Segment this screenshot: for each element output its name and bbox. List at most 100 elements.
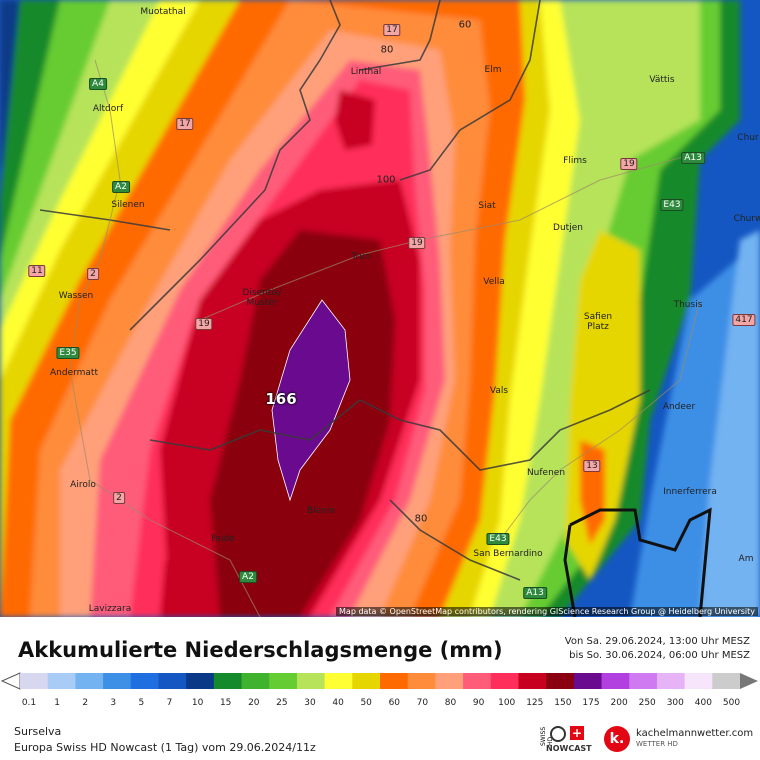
route-shield: 19: [620, 158, 638, 170]
scale-swatch: [573, 673, 603, 689]
map-attribution: Map data © OpenStreetMap contributors, r…: [336, 607, 758, 616]
scale-swatch: [324, 673, 353, 689]
region-name: Surselva: [14, 725, 62, 738]
isoline-value-label: 80: [380, 44, 394, 56]
route-shield: A4: [89, 78, 107, 90]
scale-swatch: [712, 673, 741, 689]
route-shield: A2: [112, 181, 130, 193]
scale-swatch: [130, 673, 159, 689]
search-icon: [550, 726, 566, 742]
place-label: Innerferrera: [663, 487, 717, 497]
scale-swatch: [656, 673, 686, 689]
scale-swatch: [546, 673, 575, 689]
scale-arrow-low: [0, 672, 21, 690]
place-label: Muotathal: [140, 7, 186, 17]
scale-arrow-high: [740, 673, 758, 689]
route-shield: E43: [660, 199, 684, 211]
place-label: Faido: [211, 534, 235, 544]
period-to: bis So. 30.06.2024, 06:00 Uhr MESZ: [569, 650, 750, 661]
scale-swatch: [103, 673, 132, 689]
route-shield: 417: [732, 314, 756, 326]
route-shield: A2: [239, 571, 257, 583]
place-label: Linthal: [350, 67, 382, 77]
place-label: Safien Platz: [583, 312, 613, 332]
period-from: Von Sa. 29.06.2024, 13:00 Uhr MESZ: [564, 636, 750, 647]
place-label: Vättis: [649, 75, 675, 85]
scale-tick-label: 5: [138, 698, 145, 708]
scale-tick-label: 2: [82, 698, 89, 708]
place-label: Altdorf: [92, 104, 124, 114]
scale-swatch: [158, 673, 187, 689]
color-scale-bar: [0, 672, 758, 690]
scale-tick-label: 250: [638, 698, 656, 708]
scale-tick-label: 15: [219, 698, 232, 708]
place-label: Disentis/Mustér: [242, 288, 282, 308]
place-label: Andeer: [662, 402, 696, 412]
place-label: Churw: [733, 214, 760, 224]
route-shield: 17: [383, 24, 401, 36]
scale-tick-label: 70: [416, 698, 429, 708]
route-shield: E35: [56, 347, 80, 359]
isoline-value-label: 60: [458, 19, 472, 31]
place-label: Airolo: [70, 480, 96, 490]
scale-swatch: [213, 673, 243, 689]
place-label: Andermatt: [50, 368, 98, 378]
place-label: Nufenen: [526, 468, 566, 478]
place-label: Flims: [563, 156, 587, 166]
scale-tick-label: 50: [360, 698, 372, 708]
place-label: Trun: [351, 252, 371, 262]
isoline-value-label: 80: [414, 513, 428, 525]
place-label: Chur: [737, 133, 759, 143]
k-logo-icon: k.: [604, 726, 630, 752]
place-label: Blenio: [307, 506, 335, 516]
precipitation-map[interactable]: Muotathal Altdorf Linthal Elm Vättis Chur Flim…: [0, 0, 760, 617]
scale-swatch: [75, 673, 104, 689]
scale-tick-label: 200: [610, 698, 628, 708]
brand-sub: WETTER HD: [636, 740, 678, 748]
scale-tick-label: 300: [666, 698, 684, 708]
kachelmann-logo[interactable]: k. kachelmannwetter.com WETTER HD: [604, 724, 754, 754]
scale-swatch: [269, 673, 298, 689]
place-label: Elm: [484, 65, 502, 75]
scale-tick-label: 10: [191, 698, 204, 708]
scale-swatch: [629, 673, 658, 689]
scale-swatch: [518, 673, 547, 689]
scale-tick-label: 500: [722, 698, 741, 708]
scale-swatch: [463, 673, 492, 689]
scale-swatch: [435, 673, 464, 689]
place-label: Dutjen: [553, 223, 583, 233]
place-label: Lavizzara: [88, 604, 132, 614]
brand-name: kachelmannwetter.com: [636, 728, 754, 739]
scale-swatch: [47, 673, 76, 689]
scale-swatch: [186, 673, 215, 689]
scale-tick-label: 3: [110, 698, 117, 708]
scale-tick-label: 400: [694, 698, 712, 708]
scale-swatch: [601, 673, 630, 689]
scale-swatch: [296, 673, 326, 689]
place-label: Vals: [489, 386, 509, 396]
scale-swatch: [490, 673, 519, 689]
scale-tick-label: 100: [498, 698, 516, 708]
place-label: Wassen: [58, 291, 94, 301]
scale-tick-label: 80: [444, 698, 457, 708]
isoline-value-label: 100: [376, 174, 396, 186]
scale-swatch: [684, 673, 713, 689]
scale-tick-label: 7: [166, 698, 173, 708]
scale-tick-label: 150: [554, 698, 572, 708]
place-label: Thusis: [673, 300, 703, 310]
precipitation-field: [0, 0, 760, 617]
route-shield: 19: [195, 318, 213, 330]
scale-tick-label: 30: [304, 698, 316, 708]
route-shield: A13: [523, 587, 547, 599]
scale-tick-label: 25: [276, 698, 288, 708]
scale-tick-label: 0.1: [21, 698, 37, 708]
place-label: San Bernardino: [473, 549, 543, 559]
scale-tick-label: 125: [526, 698, 544, 708]
scale-tick-label: 20: [248, 698, 260, 708]
scale-tick-label: 175: [582, 698, 600, 708]
scale-tick-label: 60: [388, 698, 401, 708]
route-shield: E43: [486, 533, 510, 545]
place-label: Silenen: [111, 200, 145, 210]
model-info: Europa Swiss HD Nowcast (1 Tag) vom 29.0…: [14, 741, 316, 754]
scale-tick-label: 40: [332, 698, 344, 708]
